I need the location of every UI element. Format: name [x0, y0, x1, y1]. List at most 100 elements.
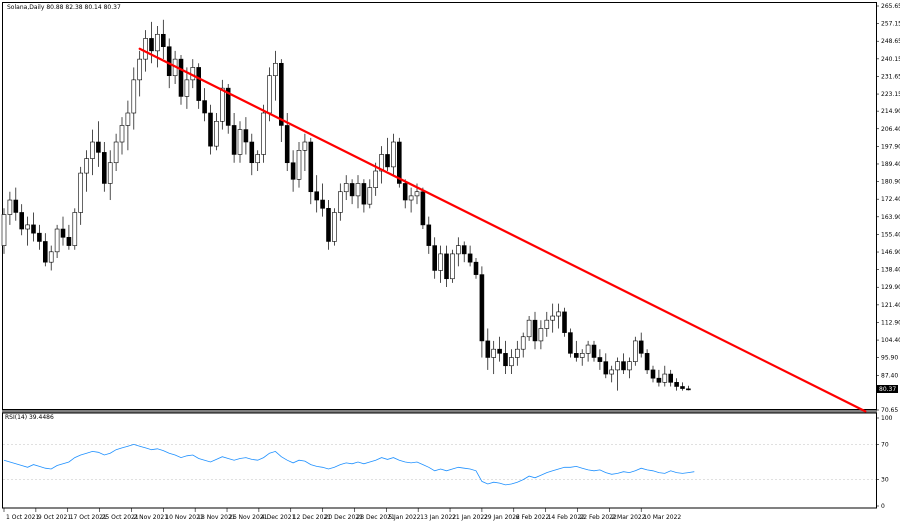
- candle-body-down: [243, 129, 249, 143]
- price-tick-label: 104.40: [881, 337, 900, 344]
- candle-body-down: [503, 353, 508, 367]
- candle-body-up: [585, 344, 591, 354]
- candle: [638, 332, 644, 358]
- candle: [373, 162, 379, 196]
- candle: [261, 104, 266, 163]
- candle: [680, 382, 685, 391]
- candle-body-up: [544, 319, 550, 329]
- candle: [662, 365, 668, 387]
- candle-body-down: [349, 183, 355, 197]
- candle: [119, 117, 125, 155]
- candle: [7, 191, 13, 225]
- candle: [278, 59, 284, 143]
- candle-body-up: [261, 112, 266, 155]
- candle-body-down: [166, 46, 172, 77]
- candle: [632, 336, 638, 366]
- price-tick-label: 206.40: [881, 126, 900, 133]
- candle: [573, 340, 579, 362]
- candle-body-down: [532, 319, 538, 342]
- candle: [585, 340, 591, 362]
- candle-body-down: [96, 141, 101, 153]
- candle: [84, 150, 89, 192]
- candle-body-down: [668, 373, 674, 383]
- candle-body-up: [255, 154, 260, 164]
- candle-body-down: [314, 191, 320, 201]
- candle: [202, 88, 207, 122]
- candle: [391, 133, 396, 176]
- candle-body-down: [432, 245, 438, 271]
- candle-body-up: [491, 348, 497, 358]
- date-tick-label: 25 Oct 2021: [102, 514, 139, 521]
- candle: [668, 369, 674, 387]
- candle-body-down: [674, 382, 679, 387]
- candle: [214, 113, 219, 151]
- candle-body-up: [526, 319, 532, 338]
- candle: [332, 208, 337, 246]
- candle-body-up: [662, 373, 668, 383]
- date-tick-label: 9 Oct 2021: [38, 514, 71, 521]
- candle: [627, 357, 632, 379]
- candle: [231, 113, 237, 163]
- price-tick-label: 129.90: [881, 284, 900, 291]
- candle: [243, 117, 249, 155]
- candle: [19, 204, 25, 236]
- date-tick-label: 20 Dec 2021: [325, 514, 364, 521]
- candle-body-up: [520, 336, 526, 350]
- candle-body-down: [208, 112, 213, 147]
- candle: [455, 237, 461, 267]
- candle: [237, 121, 243, 163]
- price-tick-label: 231.65: [881, 73, 900, 80]
- candle-body-up: [184, 79, 190, 97]
- candle-body-up: [143, 38, 148, 60]
- price-tick-label: 112.90: [881, 319, 900, 326]
- date-tick-label: 10 Mar 2022: [643, 514, 681, 521]
- candle-body-down: [37, 232, 42, 242]
- candle: [485, 328, 491, 370]
- candle: [503, 340, 508, 375]
- timeframe-label: ,Daily: [27, 4, 46, 11]
- candle: [686, 385, 691, 391]
- date-tick-label: 12 Dec 2021: [293, 514, 332, 521]
- candle-body-down: [308, 141, 314, 193]
- candle: [13, 187, 19, 221]
- date-tick-label: 21 Jan 2022: [452, 514, 488, 521]
- rsi-label: RSI(14) 39.4486: [5, 414, 54, 421]
- candle: [1, 208, 7, 254]
- price-tick-label: 180.90: [881, 179, 900, 186]
- price-tick-label: 214.90: [881, 108, 900, 115]
- candle-body-up: [7, 199, 13, 215]
- candle-body-up: [373, 170, 379, 188]
- candle-body-down: [66, 237, 72, 246]
- candle: [72, 208, 78, 250]
- candle: [196, 63, 201, 109]
- candle: [556, 303, 561, 329]
- candle: [54, 224, 60, 259]
- candle: [107, 150, 113, 201]
- candle-body-down: [426, 224, 432, 246]
- candle: [302, 133, 308, 172]
- candle: [674, 378, 679, 391]
- price-tick-label: 146.90: [881, 249, 900, 256]
- candle: [461, 241, 467, 263]
- candle: [615, 357, 620, 391]
- candle: [308, 137, 314, 205]
- candle-body-up: [237, 129, 243, 155]
- price-tick-label: 189.40: [881, 161, 900, 168]
- candle-body-up: [72, 212, 78, 246]
- candle: [349, 179, 355, 205]
- candle: [337, 183, 343, 221]
- candle: [161, 19, 166, 60]
- date-tick-label: 28 Dec 2021: [356, 514, 395, 521]
- candle-body-up: [438, 253, 443, 271]
- price-tick-label: 70.65: [881, 407, 898, 414]
- symbol-label: Solana: [7, 4, 28, 11]
- candle-body-up: [48, 251, 54, 263]
- candle-body-up: [609, 369, 615, 375]
- candle-body-up: [391, 141, 396, 168]
- candle: [385, 137, 390, 172]
- candle-body-up: [355, 183, 361, 197]
- candle-body-down: [320, 199, 325, 209]
- candle-body-down: [680, 386, 685, 389]
- price-tick-label: 138.40: [881, 267, 900, 274]
- candle-body-down: [461, 245, 467, 255]
